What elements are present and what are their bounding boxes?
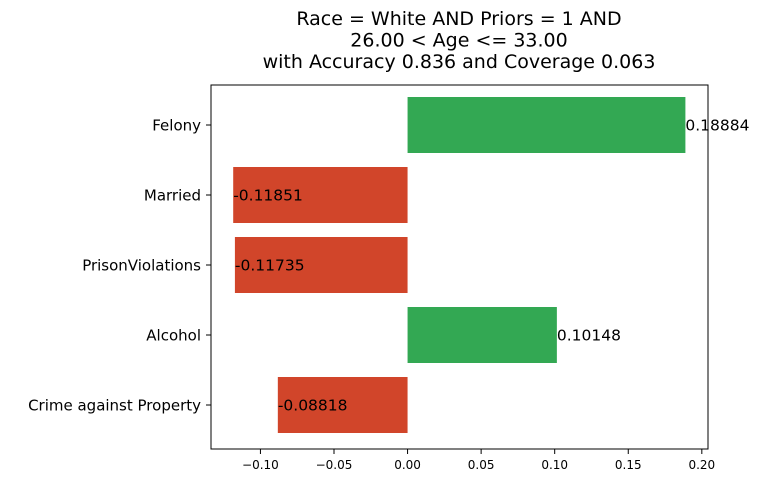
plot-area (210, 84, 709, 450)
bar (234, 237, 408, 293)
category-labels: Felony Married PrisonViolations Alcohol Crim… (28, 117, 211, 415)
x-tick-label: 0.15 (615, 458, 642, 472)
bar (277, 377, 408, 433)
chart-title-line: Race = White AND Priors = 1 AND (296, 8, 621, 30)
bar (407, 97, 686, 153)
category-label: Crime against Property (28, 397, 201, 415)
category-label: Felony (152, 117, 201, 135)
category-label: Married (144, 187, 201, 205)
x-tick-label: −0.05 (316, 458, 353, 472)
chart-title-line: 26.00 < Age <= 33.00 (350, 30, 567, 52)
value-label: -0.11735 (235, 257, 305, 275)
chart-title-line: with Accuracy 0.836 and Coverage 0.063 (263, 51, 656, 73)
x-tick-label: −0.10 (242, 458, 279, 472)
x-tick-label: 0.10 (541, 458, 568, 472)
x-axis: −0.10 −0.05 0.00 0.05 0.10 0.15 0.20 (242, 449, 715, 472)
bar (233, 167, 408, 223)
value-label: -0.11851 (233, 187, 303, 205)
bars (233, 97, 686, 433)
x-tick-label: 0.00 (394, 458, 421, 472)
category-label: PrisonViolations (82, 257, 201, 275)
value-label: 0.18884 (685, 117, 749, 135)
value-labels: 0.18884 -0.11851 -0.11735 0.10148 -0.08818 (233, 117, 749, 415)
x-tick-label: 0.05 (468, 458, 495, 472)
bar (407, 307, 557, 363)
value-label: -0.08818 (278, 397, 348, 415)
x-tick-label: 0.20 (688, 458, 715, 472)
category-label: Alcohol (146, 327, 201, 345)
value-label: 0.10148 (557, 327, 621, 345)
